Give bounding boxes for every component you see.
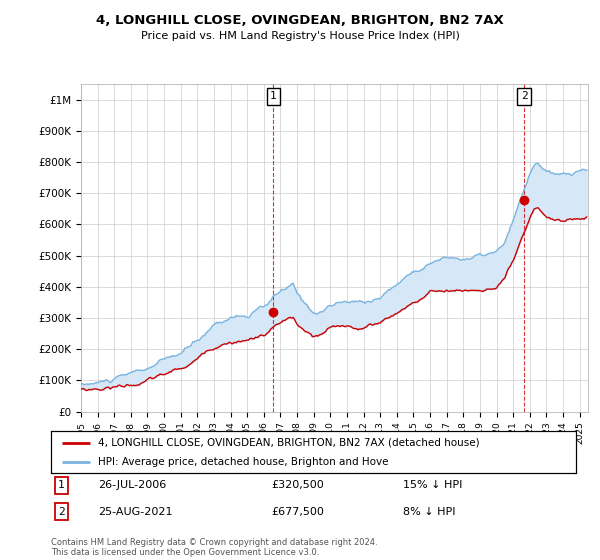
Text: Price paid vs. HM Land Registry's House Price Index (HPI): Price paid vs. HM Land Registry's House … xyxy=(140,31,460,41)
Text: 4, LONGHILL CLOSE, OVINGDEAN, BRIGHTON, BN2 7AX (detached house): 4, LONGHILL CLOSE, OVINGDEAN, BRIGHTON, … xyxy=(98,438,480,448)
Text: £320,500: £320,500 xyxy=(271,480,324,491)
Text: HPI: Average price, detached house, Brighton and Hove: HPI: Average price, detached house, Brig… xyxy=(98,458,389,467)
Text: 8% ↓ HPI: 8% ↓ HPI xyxy=(403,506,455,516)
Text: 2: 2 xyxy=(521,91,527,101)
Text: £677,500: £677,500 xyxy=(271,506,325,516)
Text: 26-JUL-2006: 26-JUL-2006 xyxy=(98,480,167,491)
Text: 25-AUG-2021: 25-AUG-2021 xyxy=(98,506,173,516)
Text: 1: 1 xyxy=(58,480,65,491)
Text: 4, LONGHILL CLOSE, OVINGDEAN, BRIGHTON, BN2 7AX: 4, LONGHILL CLOSE, OVINGDEAN, BRIGHTON, … xyxy=(96,14,504,27)
Text: 1: 1 xyxy=(270,91,277,101)
Text: Contains HM Land Registry data © Crown copyright and database right 2024.
This d: Contains HM Land Registry data © Crown c… xyxy=(51,538,377,557)
Text: 15% ↓ HPI: 15% ↓ HPI xyxy=(403,480,462,491)
Text: 2: 2 xyxy=(58,506,65,516)
